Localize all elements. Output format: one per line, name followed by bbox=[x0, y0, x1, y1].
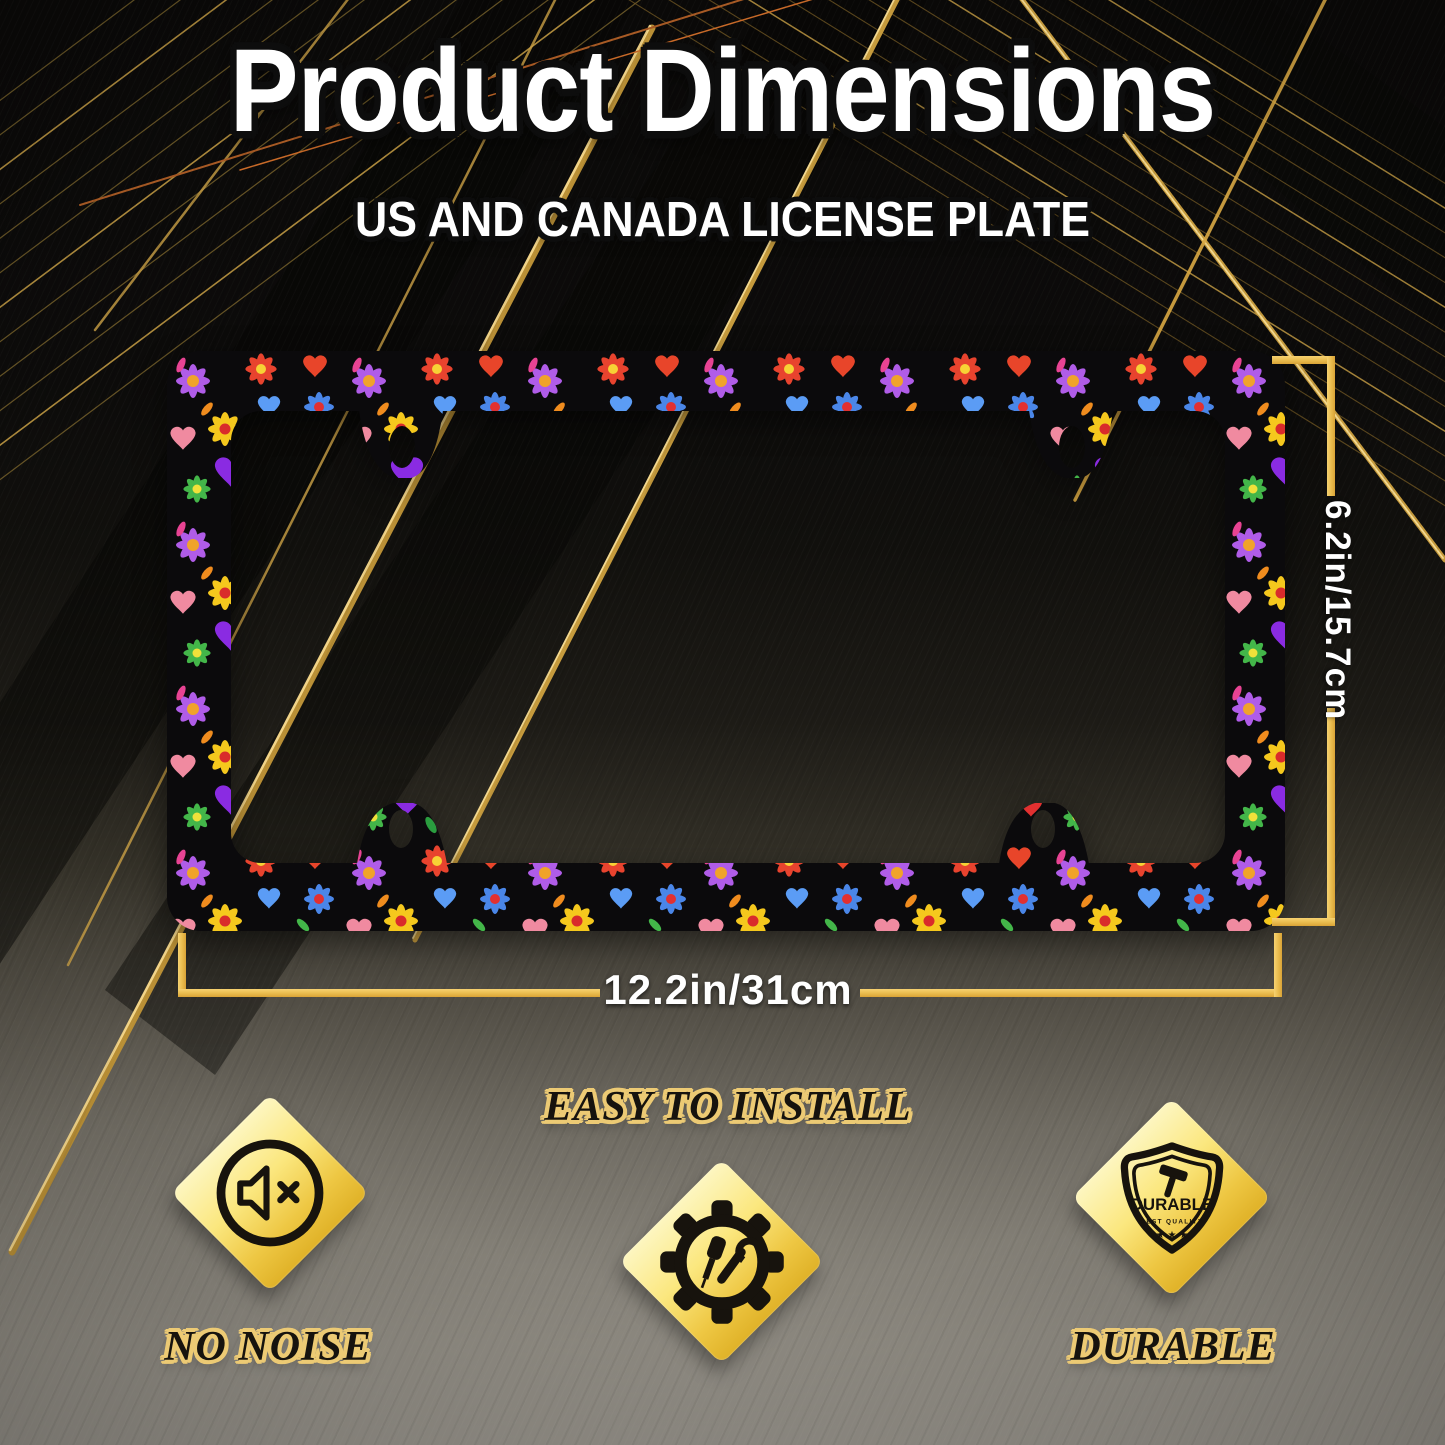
width-bracket-cap-right bbox=[1274, 933, 1282, 997]
no-noise-label: NO NOISE bbox=[164, 1324, 372, 1370]
frame-ring bbox=[167, 351, 1285, 931]
hammer-glyph bbox=[1159, 1164, 1188, 1198]
screw-tab-top-left bbox=[359, 410, 443, 478]
screw-tab-top-right bbox=[1029, 410, 1113, 478]
gear-with-tools-icon bbox=[660, 1200, 784, 1324]
thin-line-fan-right bbox=[628, 0, 1445, 507]
height-dimension-label: 6.2in/15.7cm bbox=[1318, 500, 1357, 721]
height-bracket-cap-bottom bbox=[1272, 918, 1335, 926]
page-title: Product Dimensions bbox=[229, 24, 1216, 157]
width-bracket-cap-left bbox=[178, 933, 186, 997]
durable-label: DURABLE bbox=[1070, 1324, 1276, 1370]
shield-stars: ★ ★ ★ bbox=[1156, 1230, 1189, 1241]
height-bracket-cap-top bbox=[1272, 356, 1335, 364]
license-plate-frame-image bbox=[167, 351, 1285, 931]
easy-to-install-label: EASY TO INSTALL bbox=[544, 1084, 912, 1130]
shield-subtext: BEST QUALITY bbox=[1140, 1219, 1203, 1226]
width-dimension-label: 12.2in/31cm bbox=[603, 966, 853, 1013]
width-bracket-line-left bbox=[178, 989, 600, 997]
thin-line-fan-left bbox=[0, 0, 641, 481]
height-bracket-line-lower bbox=[1327, 708, 1335, 924]
screw-tab-bottom-left bbox=[357, 803, 447, 864]
screw-tab-bottom-right bbox=[999, 803, 1089, 864]
gold-feature-lines bbox=[8, 0, 1445, 1256]
page-subtitle: US AND CANADA LICENSE PLATE bbox=[354, 191, 1091, 247]
dark-ribbons bbox=[0, 0, 1445, 1075]
muted-speaker-icon bbox=[216, 1139, 324, 1247]
height-bracket-line-upper bbox=[1327, 356, 1335, 496]
width-bracket-line-right bbox=[860, 989, 1282, 997]
shield-text: DURABLE bbox=[1131, 1195, 1214, 1214]
shield-hammer-icon: DURABLE BEST QUALITY ★ ★ ★ bbox=[1120, 1142, 1224, 1254]
